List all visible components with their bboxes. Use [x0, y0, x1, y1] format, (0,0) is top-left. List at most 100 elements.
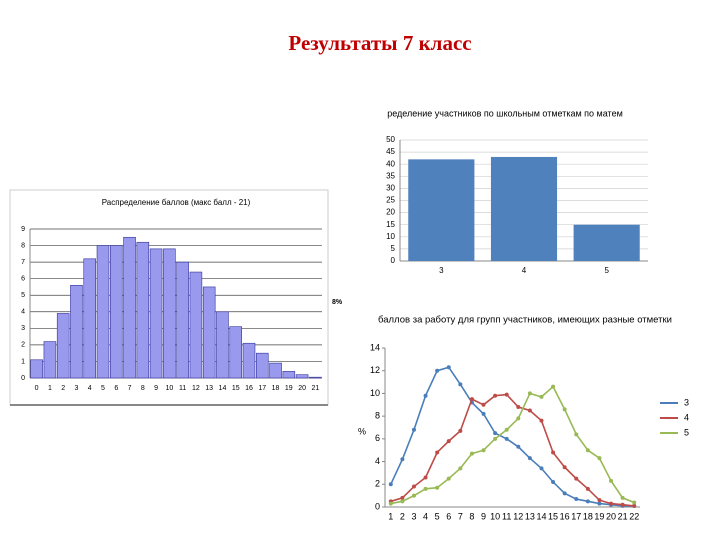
x-tick-label: 4 [423, 511, 428, 521]
x-tick-label: 4 [88, 385, 92, 392]
bar [149, 248, 163, 379]
bar [123, 236, 136, 379]
x-tick-label: 9 [154, 385, 158, 392]
bar [110, 245, 123, 379]
annotation: 8% [332, 299, 343, 306]
y-tick-label: 35 [386, 171, 395, 180]
point [469, 451, 474, 456]
bar [573, 224, 640, 261]
point [562, 491, 567, 496]
point [585, 448, 590, 453]
point [609, 501, 614, 506]
y-tick-label: 5 [391, 244, 396, 253]
y-tick-label: 5 [21, 292, 25, 299]
legend-label: 5 [684, 427, 689, 437]
bar [255, 352, 269, 379]
bar [176, 261, 189, 379]
x-tick-label: 3 [75, 385, 79, 392]
x-tick-label: 2 [61, 385, 65, 392]
point [551, 450, 556, 455]
point [400, 495, 405, 500]
x-tick-label: 20 [298, 385, 306, 392]
x-tick-label: 6 [114, 385, 118, 392]
bar [202, 286, 216, 379]
y-tick-label: 40 [386, 159, 395, 168]
legend-label: 3 [684, 397, 689, 407]
point [632, 503, 637, 508]
bar [30, 359, 43, 379]
x-tick-label: 5 [435, 511, 440, 521]
x-tick-label: 17 [258, 385, 266, 392]
y-tick-label: 0 [21, 375, 25, 382]
point [562, 465, 567, 470]
bar [136, 241, 150, 379]
point [411, 427, 416, 432]
y-tick-label: 25 [386, 196, 395, 205]
x-tick-label: 5 [101, 385, 105, 392]
x-tick-label: 7 [128, 385, 132, 392]
point [458, 382, 463, 387]
series-line [390, 393, 635, 507]
y-tick-label: 8 [21, 242, 25, 249]
point [516, 444, 521, 449]
point [493, 431, 498, 436]
y-tick-label: 9 [21, 226, 25, 233]
point [539, 466, 544, 471]
x-tick-label: 15 [232, 385, 240, 392]
x-tick-label: 8 [141, 385, 145, 392]
bar [295, 374, 309, 379]
point [562, 407, 567, 412]
x-tick-label: 0 [35, 385, 39, 392]
x-tick-label: 1 [388, 511, 393, 521]
x-tick-label: 2 [400, 511, 405, 521]
x-tick-label: 13 [205, 385, 213, 392]
x-tick-label: 10 [165, 385, 173, 392]
point [411, 493, 416, 498]
x-tick-label: 13 [525, 511, 535, 521]
point [574, 476, 579, 481]
x-tick-label: 16 [560, 511, 570, 521]
y-tick-label: 3 [21, 325, 25, 332]
point [469, 397, 474, 402]
bar [408, 159, 475, 261]
point [574, 432, 579, 437]
x-tick-label: 19 [594, 511, 604, 521]
x-tick-label: 6 [446, 511, 451, 521]
bar [56, 313, 70, 379]
y-tick-label: 15 [386, 220, 395, 229]
point [435, 485, 440, 490]
x-tick-label: 9 [481, 511, 486, 521]
point [400, 457, 405, 462]
point [458, 428, 463, 433]
point [539, 418, 544, 423]
y-tick-label: 2 [375, 479, 380, 489]
x-tick-label: 3 [439, 266, 444, 275]
bar [269, 362, 282, 379]
x-tick-label: 14 [536, 511, 546, 521]
y-tick-label: 0 [375, 501, 380, 511]
y-tick-label: 50 [386, 135, 395, 144]
point [388, 482, 393, 487]
x-tick-label: 10 [490, 511, 500, 521]
point [585, 486, 590, 491]
chart-title: баллов за работу для групп участников, и… [378, 315, 672, 326]
y-tick-label: 12 [370, 365, 380, 375]
bar [43, 341, 57, 379]
point [527, 408, 532, 413]
point [597, 456, 602, 461]
point [423, 486, 428, 491]
point [458, 466, 463, 471]
y-tick-label: 1 [21, 358, 25, 365]
y-tick-label: 4 [375, 456, 380, 466]
point [516, 405, 521, 410]
slide-title: Результаты 7 класс [288, 31, 471, 55]
bar [216, 311, 229, 379]
x-tick-label: 19 [285, 385, 293, 392]
x-tick-label: 20 [606, 511, 616, 521]
point [574, 497, 579, 502]
x-tick-label: 5 [604, 266, 609, 275]
point [435, 368, 440, 373]
x-tick-label: 18 [272, 385, 280, 392]
point [481, 448, 486, 453]
point [585, 499, 590, 504]
